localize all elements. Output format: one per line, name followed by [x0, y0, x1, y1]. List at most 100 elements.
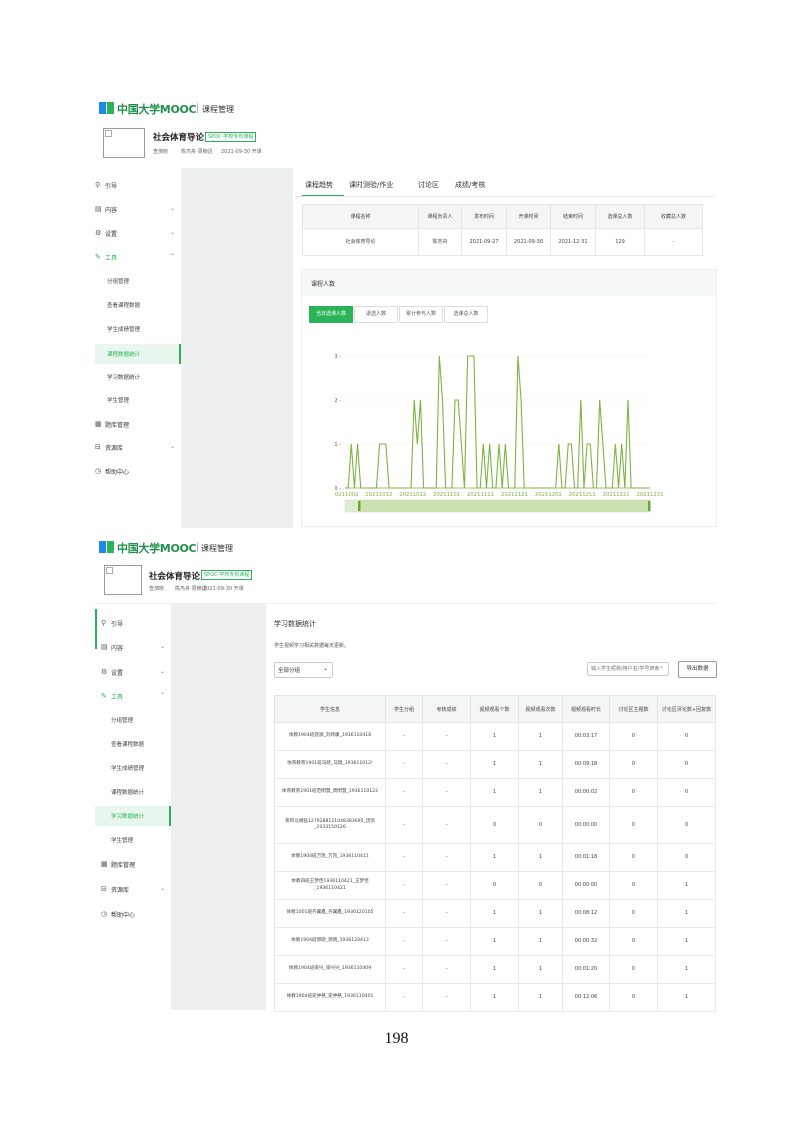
chevron-down-icon: ⌄ [159, 885, 165, 892]
clock-icon: ◷ [101, 910, 108, 918]
tab-discussion[interactable]: 讨论区 [418, 181, 439, 189]
cell-value: 00:01:18 [562, 843, 610, 872]
col-exam-score: 考核成绩 [422, 695, 471, 723]
y-tick-label: 1 - [335, 442, 341, 448]
cell-value: 1 [470, 899, 519, 928]
cell-value: - [422, 871, 471, 900]
cell-value: 1 [470, 778, 519, 807]
cell-value: 1 [657, 899, 716, 928]
sidebar-item-grade-manage[interactable]: 学生成绩管理 [111, 766, 145, 772]
sidebar-item-course-stats[interactable]: 课程数据统计 [111, 790, 145, 796]
cell-student-info: 体教1904班饶源_刘炜康_1936110418 [274, 722, 386, 751]
site-logo-text[interactable]: 中国大学MOOC [117, 103, 197, 116]
export-data-button[interactable]: 导出数据 [678, 661, 717, 678]
cell-value: - [385, 722, 423, 751]
cell-value: 1 [470, 843, 519, 872]
col-student-info: 学生信息 [274, 695, 386, 723]
cell-value: 0 [657, 806, 716, 844]
y-tick-label: 3 - [335, 354, 341, 360]
cell-value: 0 [657, 778, 716, 807]
search-input[interactable] [587, 662, 669, 676]
cell-value: 00:03:17 [562, 722, 610, 751]
sidebar-item-group-manage[interactable]: 分组管理 [111, 718, 134, 724]
section-title: 学习数据统计 [274, 620, 316, 628]
col-course-name: 课程名称 [302, 204, 419, 229]
tab-course-trend[interactable]: 课程趋势 [305, 181, 333, 189]
cell-value: 0 [609, 843, 658, 872]
cell-value: 1 [518, 927, 563, 956]
search-icon[interactable]: ⌕ [660, 664, 664, 671]
sidebar-gap [181, 168, 293, 528]
sidebar-item-student-manage[interactable]: 学生管理 [111, 838, 134, 844]
cell-value: 1 [518, 899, 563, 928]
y-tick-label: 2 - [335, 398, 341, 404]
cell-value: 00:00:00 [562, 806, 610, 844]
cell-value: - [422, 927, 471, 956]
metric-tab-dropped[interactable]: 退选人数 [354, 306, 398, 323]
col-end-time: 结束时间 [550, 204, 596, 229]
cell-value: 0 [657, 750, 716, 779]
logo-divider [197, 103, 198, 113]
cell-value: - [385, 871, 423, 900]
section-description: 学生视频学习相关数据每天更新。 [274, 643, 350, 649]
document-icon: ▤ [95, 205, 102, 213]
sidebar: ⚲ 引导 ▤ 内容 ⌄ ⚙ 设置 ⌄ ✎ 工具 ⌃ 分组管理 查看课程数据 学生… [95, 168, 181, 528]
chevron-down-icon: ⌄ [159, 668, 165, 675]
sidebar-item-student-manage[interactable]: 学生管理 [107, 398, 130, 404]
cell-value: 0 [657, 843, 716, 872]
cell-value: - [422, 843, 471, 872]
cell-value: - [422, 778, 471, 807]
header-subtitle: 课程管理 [202, 105, 234, 114]
cell-value: - [422, 722, 471, 751]
cell-value: 0 [609, 871, 658, 900]
chevron-down-icon: ⌄ [322, 665, 328, 672]
sidebar-item-grade-manage[interactable]: 学生成绩管理 [107, 327, 141, 333]
sidebar-item-course-stats[interactable]: 课程数据统计 [95, 344, 181, 364]
group-select[interactable]: 全部分组 ⌄ [274, 662, 333, 678]
cell-end-time: 2021-12-31 [550, 228, 596, 256]
sidebar-item-group-manage[interactable]: 分组管理 [107, 279, 130, 285]
sidebar-item-course-data[interactable]: 查看课程数据 [107, 303, 141, 309]
chevron-up-icon: ⌃ [159, 692, 165, 699]
cell-value: - [385, 778, 423, 807]
course-start-date: 2021-09-30 开课 [203, 586, 244, 592]
metric-tab-total[interactable]: 选课总人数 [444, 306, 488, 323]
cell-value: 0 [609, 806, 658, 844]
chevron-down-icon: ⌄ [169, 443, 175, 450]
mooc-logo-icon [99, 102, 115, 114]
sidebar-item-learning-stats[interactable]: 学习数据统计 [107, 375, 141, 381]
table-row: 体教1904班饶源_刘炜康_1936110418- -1 1 00:03:17 0 0 [274, 722, 716, 751]
cell-value: - [385, 899, 423, 928]
location-icon: ⚲ [101, 619, 107, 627]
course-info-table: 课程名称 课程负责人 发布时间 开课时间 结束时间 选课总人数 收藏总人数 社会… [302, 204, 703, 256]
cell-value: 1 [518, 955, 563, 984]
sidebar-gap [171, 604, 266, 1010]
cell-value: 1 [518, 778, 563, 807]
cell-value: 1 [657, 871, 716, 900]
site-logo-text[interactable]: 中国大学MOOC [117, 542, 197, 555]
tab-grades[interactable]: 成绩/考核 [455, 181, 486, 189]
table-row: 体教1904班万凯_万凯_1936110411- -1 1 00:01:18 0 0 [274, 843, 716, 872]
x-tick-label: 20211111 [467, 492, 494, 498]
col-topics: 讨论区主题数 [609, 695, 658, 723]
metric-tab-cumulative[interactable]: 累计参与人数 [399, 306, 443, 323]
learning-stats-screenshot: 中国大学MOOC 课程管理 社会体育导论 SPOC-学校专有课程 查漪晓 陈杰舟… [95, 537, 717, 1012]
cell-value: - [385, 843, 423, 872]
metric-tab-daily[interactable]: 当日选课人数 [309, 306, 353, 323]
col-watch-time: 视频观看时长 [562, 695, 610, 723]
cell-value: 0 [609, 750, 658, 779]
x-tick-label: 20211121 [501, 492, 528, 498]
sidebar-item-course-data[interactable]: 查看课程数据 [111, 742, 145, 748]
x-tick-label: 20211002 [335, 492, 358, 498]
tab-lesson-quiz[interactable]: 课时测验/作业 [349, 181, 394, 189]
cell-student-info: 体教1904班梁兴_梁兴兴_1936110409 [274, 955, 386, 984]
cell-value: 1 [470, 750, 519, 779]
cell-value: - [422, 806, 471, 844]
chevron-down-icon: ⌄ [159, 643, 165, 650]
course-trend-screenshot: 中国大学MOOC 课程管理 社会体育导论 SPOC-学校专有课程 查漪晓 陈杰舟… [95, 96, 717, 528]
sidebar-item-learning-stats[interactable]: 学习数据统计 [95, 806, 171, 826]
cell-value: - [422, 750, 471, 779]
table-row: 体育教育1901班马晓_马瑞_193611012! - -1 1 00:09:18 0 0 [274, 750, 716, 779]
location-icon: ⚲ [95, 181, 101, 189]
header-subtitle: 课程管理 [201, 544, 233, 553]
